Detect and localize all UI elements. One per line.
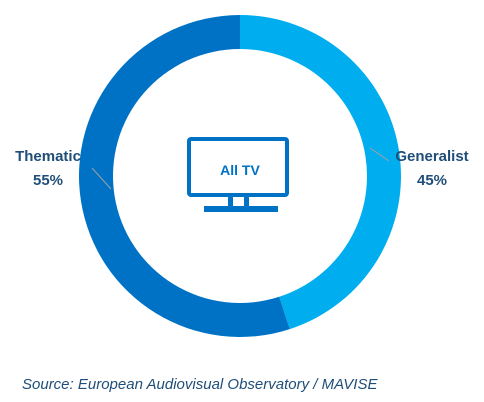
slice-thematic (79, 15, 290, 337)
source-note: Source: European Audiovisual Observatory… (22, 376, 378, 393)
slice-labels: Generalist 45% Thematic 55% (15, 148, 469, 189)
slices-layer (79, 15, 402, 337)
slice-value-generalist: 45% (417, 172, 447, 189)
tv-stand-left (228, 197, 233, 206)
slice-value-thematic: 55% (33, 172, 63, 189)
tv-base (204, 206, 278, 212)
slice-label-generalist: Generalist (395, 148, 468, 165)
leader-lines (91, 147, 390, 190)
leader-line-thematic (91, 167, 112, 190)
tv-screen-frame (187, 137, 289, 197)
slice-generalist (240, 15, 402, 330)
center-tv-icon: All TV (187, 137, 289, 212)
slice-label-thematic: Thematic (15, 148, 81, 165)
center-label: All TV (220, 162, 260, 178)
tv-stand-right (244, 197, 249, 206)
leader-line-generalist (369, 147, 390, 162)
